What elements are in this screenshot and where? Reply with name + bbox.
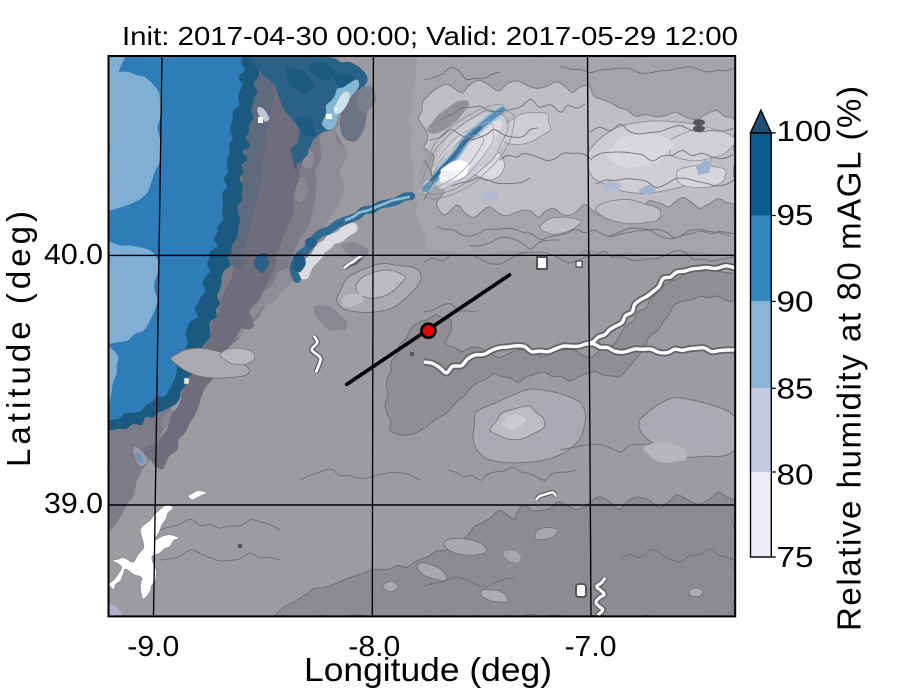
svg-text:40.0: 40.0 (44, 239, 103, 271)
svg-text:75: 75 (777, 542, 814, 574)
svg-text:Longitude (deg): Longitude (deg) (304, 651, 552, 688)
svg-text:85: 85 (777, 374, 814, 406)
svg-text:95: 95 (777, 200, 814, 232)
svg-text:100: 100 (777, 116, 832, 148)
svg-text:-7.0: -7.0 (565, 631, 617, 663)
svg-text:-8.0: -8.0 (348, 631, 400, 663)
svg-text:Relative humidity at 80 mAGL (: Relative humidity at 80 mAGL (%) (831, 86, 868, 631)
svg-text:Init: 2017-04-30 00:00; Valid:: Init: 2017-04-30 00:00; Valid: 2017-05-2… (122, 21, 738, 51)
svg-text:Latitude (deg): Latitude (deg) (0, 211, 37, 467)
svg-text:-9.0: -9.0 (127, 631, 179, 663)
svg-text:39.0: 39.0 (44, 488, 103, 520)
svg-text:80: 80 (777, 460, 814, 492)
svg-text:90: 90 (777, 287, 814, 319)
